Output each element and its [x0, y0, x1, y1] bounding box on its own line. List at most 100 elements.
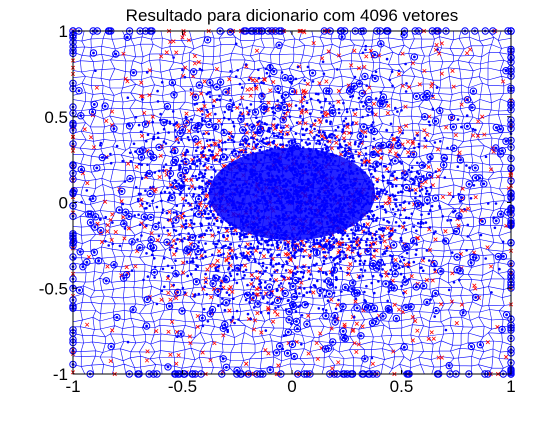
codebook-circle: [195, 121, 203, 130]
center-cloud-point: [205, 108, 208, 112]
center-cloud-point: [395, 176, 399, 180]
codebook-point: [473, 166, 477, 170]
center-cloud-point: [397, 191, 400, 194]
center-cloud-point: [367, 187, 371, 191]
center-cloud-point: [227, 261, 231, 265]
codebook-circle: [345, 149, 353, 158]
training-vector-cross: [108, 358, 113, 364]
center-cloud-point: [183, 153, 187, 156]
codebook-point: [294, 279, 297, 282]
training-vector-cross: [187, 128, 192, 134]
center-cloud-point: [294, 77, 298, 81]
center-cloud-point: [244, 268, 248, 272]
center-cloud-point: [236, 215, 240, 218]
center-cloud-point: [234, 226, 237, 229]
codebook-point: [374, 162, 378, 166]
center-cloud-point: [322, 174, 325, 178]
training-vector-cross: [88, 135, 94, 140]
codebook-point: [173, 149, 177, 153]
center-cloud-point: [232, 176, 236, 179]
codebook-point: [138, 246, 142, 250]
center-cloud-point: [294, 104, 298, 107]
center-cloud-point: [326, 158, 329, 162]
codebook-circle: [401, 243, 409, 252]
center-cloud-point: [223, 308, 227, 312]
codebook-point: [367, 107, 371, 111]
codebook-point: [358, 135, 362, 138]
codebook-point: [215, 85, 219, 89]
codebook-point: [327, 292, 331, 296]
center-cloud-point: [319, 167, 323, 171]
center-cloud-point: [374, 97, 378, 100]
center-cloud-point: [201, 256, 205, 260]
center-cloud-point: [180, 159, 183, 163]
center-cloud-point: [290, 200, 294, 203]
codebook-point: [175, 184, 178, 188]
center-cloud-point: [351, 121, 355, 124]
center-cloud-point: [323, 294, 327, 298]
center-cloud-point: [170, 266, 174, 270]
codebook-circle: [112, 50, 120, 58]
center-cloud-point: [146, 133, 150, 137]
center-cloud-point: [232, 162, 236, 165]
codebook-point: [315, 251, 318, 255]
center-cloud-point: [314, 233, 318, 236]
center-cloud-point: [254, 143, 258, 147]
center-cloud-point: [329, 213, 332, 217]
training-vector-cross: [205, 267, 210, 272]
codebook-circle: [492, 217, 500, 225]
center-cloud-point: [458, 278, 461, 282]
center-cloud-point: [325, 185, 328, 189]
codebook-circle: [97, 226, 105, 235]
center-cloud-point: [218, 204, 222, 208]
center-cloud-point: [417, 142, 421, 146]
codebook-point: [434, 196, 437, 200]
center-cloud-point: [272, 161, 276, 164]
center-cloud-point: [317, 219, 321, 222]
center-cloud-point: [275, 262, 278, 266]
codebook-circle: [206, 79, 214, 87]
training-vector-cross: [443, 229, 448, 234]
center-cloud-point: [211, 200, 215, 204]
center-cloud-point: [350, 228, 353, 232]
training-vector-cross: [475, 133, 481, 138]
center-cloud-point: [501, 240, 505, 244]
codebook-circle: [455, 212, 463, 220]
codebook-circle: [498, 325, 506, 334]
training-vector-cross: [215, 152, 220, 157]
center-cloud-point: [322, 205, 326, 209]
codebook-point: [414, 285, 418, 289]
training-vector-cross: [251, 78, 256, 83]
training-vector-cross: [465, 51, 470, 56]
center-cloud-point: [284, 269, 288, 272]
training-vector-cross: [371, 254, 376, 259]
center-cloud-point: [238, 82, 242, 86]
center-cloud-point: [153, 265, 157, 269]
center-cloud-point: [356, 209, 359, 213]
center-cloud-point: [130, 269, 134, 272]
center-cloud-point: [233, 193, 237, 196]
center-cloud-point: [364, 146, 368, 150]
center-cloud-point: [275, 240, 279, 244]
center-cloud-point: [308, 245, 312, 248]
training-vector-cross: [388, 149, 393, 154]
codebook-circle: [150, 268, 159, 276]
center-cloud-point: [234, 75, 238, 78]
center-cloud-point: [368, 168, 371, 172]
center-cloud-point: [276, 154, 280, 158]
center-cloud-point: [279, 229, 283, 232]
center-cloud-point: [390, 133, 394, 137]
codebook-circle: [288, 87, 297, 96]
training-vector-cross: [393, 257, 398, 263]
center-cloud-point: [192, 222, 196, 226]
center-cloud-point: [167, 199, 170, 202]
codebook-circle: [400, 343, 408, 351]
center-cloud-point: [307, 227, 311, 231]
center-cloud-point: [259, 145, 263, 149]
center-cloud-point: [385, 190, 389, 193]
center-cloud-point: [253, 169, 257, 172]
center-cloud-point: [212, 168, 216, 171]
codebook-circle: [456, 156, 465, 164]
training-vector-cross: [251, 327, 257, 332]
center-cloud-point: [339, 217, 343, 221]
